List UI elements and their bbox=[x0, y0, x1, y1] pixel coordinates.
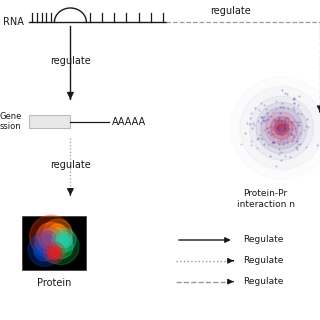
Circle shape bbox=[43, 228, 79, 265]
Text: AAAAA: AAAAA bbox=[112, 116, 146, 127]
Circle shape bbox=[29, 215, 73, 259]
Text: regulate: regulate bbox=[210, 6, 251, 16]
Bar bbox=[22, 216, 86, 270]
Text: regulate: regulate bbox=[50, 56, 91, 66]
Circle shape bbox=[250, 96, 314, 160]
Circle shape bbox=[52, 228, 76, 252]
Circle shape bbox=[59, 235, 69, 245]
Text: ssion: ssion bbox=[0, 122, 22, 131]
Text: RNA: RNA bbox=[3, 17, 24, 28]
Text: interaction n: interaction n bbox=[236, 200, 295, 209]
Circle shape bbox=[48, 224, 67, 243]
Text: Regulate: Regulate bbox=[243, 256, 284, 265]
Text: Protein-Pr: Protein-Pr bbox=[244, 189, 288, 198]
Circle shape bbox=[256, 102, 307, 154]
Circle shape bbox=[266, 112, 298, 144]
Circle shape bbox=[240, 86, 320, 170]
Circle shape bbox=[53, 239, 68, 254]
Text: Regulate: Regulate bbox=[243, 236, 284, 244]
Circle shape bbox=[37, 222, 66, 251]
Circle shape bbox=[28, 233, 62, 266]
Text: Regulate: Regulate bbox=[243, 277, 284, 286]
Bar bbox=[29, 115, 70, 128]
Text: Gene: Gene bbox=[0, 112, 22, 121]
Circle shape bbox=[38, 243, 52, 256]
Circle shape bbox=[43, 219, 72, 248]
Circle shape bbox=[49, 234, 73, 259]
Circle shape bbox=[230, 77, 320, 179]
Circle shape bbox=[34, 238, 56, 261]
Text: regulate: regulate bbox=[50, 160, 91, 170]
Circle shape bbox=[261, 107, 302, 149]
Circle shape bbox=[275, 121, 289, 135]
Circle shape bbox=[270, 117, 293, 139]
Circle shape bbox=[47, 246, 61, 260]
Circle shape bbox=[43, 228, 60, 245]
Text: Protein: Protein bbox=[37, 278, 72, 288]
Circle shape bbox=[39, 231, 57, 249]
Circle shape bbox=[44, 242, 65, 263]
Circle shape bbox=[52, 228, 63, 239]
Circle shape bbox=[56, 232, 72, 248]
Circle shape bbox=[278, 124, 285, 132]
Circle shape bbox=[50, 249, 59, 257]
Circle shape bbox=[43, 235, 53, 245]
Circle shape bbox=[35, 227, 61, 253]
